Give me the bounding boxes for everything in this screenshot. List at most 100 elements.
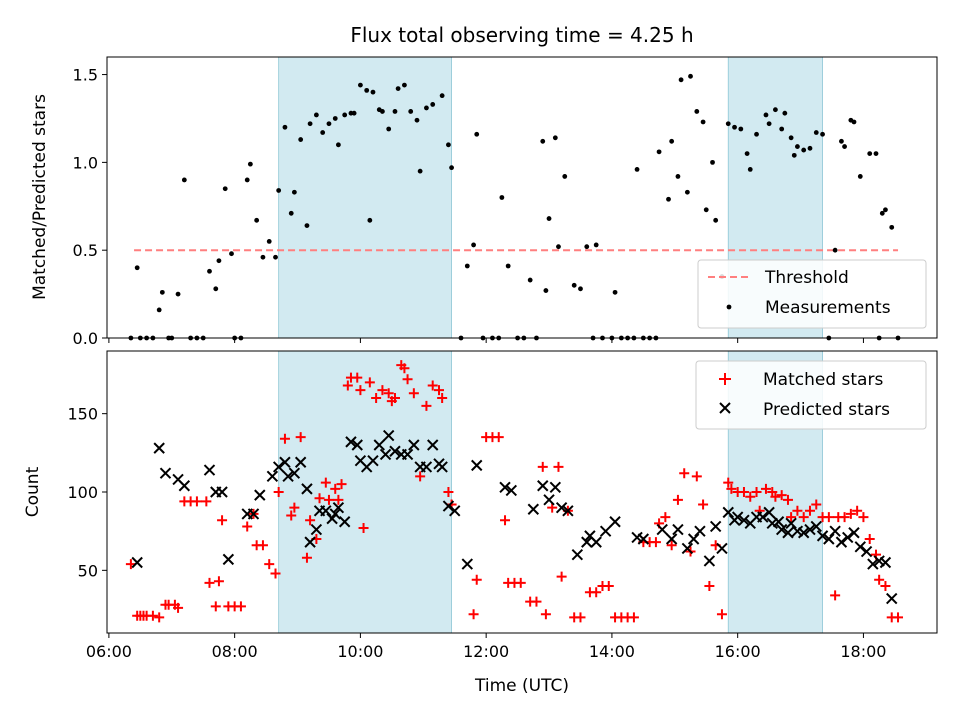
matched-star-point (880, 581, 891, 591)
measurement-point (857, 174, 863, 179)
predicted-star-point (351, 439, 363, 451)
measurement-point (744, 151, 750, 156)
measurement-point (304, 223, 310, 229)
measurement-point (889, 224, 895, 230)
measurement-point (307, 121, 313, 127)
matched-star-point (798, 512, 809, 523)
measurement-point (842, 144, 847, 149)
matched-star-point (500, 515, 511, 526)
matched-star-point (839, 512, 850, 523)
matched-star-point (553, 461, 564, 472)
predicted-star-point (401, 448, 414, 461)
measurement-point (408, 109, 414, 114)
measurement-point (474, 131, 480, 137)
predicted-star-point (159, 467, 172, 479)
measurement-point (593, 242, 599, 248)
predicted-star-point (810, 520, 822, 533)
measurement-point (540, 138, 546, 144)
measurement-point (266, 239, 272, 244)
matched-star-point (154, 612, 165, 623)
predicted-star-point (131, 556, 143, 569)
predicted-star-point (216, 486, 228, 498)
bottom-panel: 50 100 150 06:00 08:00 10:00 12:00 14:00 16:00 1… (23, 350, 938, 696)
predicted-star-point (772, 516, 785, 528)
predicted-star-point (436, 461, 448, 473)
measurement-point (449, 165, 454, 171)
predicted-star-point (829, 525, 841, 537)
matched-star-point (782, 494, 793, 505)
predicted-star-point (842, 531, 854, 544)
matched-star-point (830, 590, 841, 601)
measurement-point (710, 159, 715, 165)
measurement-point (335, 142, 341, 148)
top-chart-title: Flux total observing time = 4.25 h (350, 23, 693, 47)
predicted-star-point (527, 503, 540, 515)
predicted-star-point (294, 456, 307, 468)
measurement-point (584, 244, 590, 250)
matched-star-point (716, 609, 727, 620)
matched-star-point (745, 491, 756, 502)
predicted-star-point (722, 506, 734, 519)
predicted-star-point (738, 514, 750, 526)
predicted-star-point (797, 527, 810, 539)
measurement-point (820, 131, 825, 137)
measurement-point (402, 82, 407, 88)
predicted-star-point (373, 439, 385, 451)
matched-star-point (672, 494, 683, 505)
measurement-point (222, 186, 228, 192)
measurement-point (851, 119, 857, 125)
measurement-point (134, 265, 140, 271)
predicted-star-point (382, 429, 395, 442)
legend-threshold-label: Threshold (764, 268, 849, 288)
matched-star-point (264, 559, 275, 570)
measurement-point (216, 258, 222, 264)
measurement-point (175, 291, 181, 297)
matched-star-point (415, 471, 426, 482)
measurement-point (364, 87, 370, 93)
x-axis-label: Time (UTC) (474, 676, 569, 696)
measurement-point (288, 210, 294, 216)
matched-star-point (864, 534, 875, 544)
top-x-ticks (108, 338, 864, 343)
shaded-interval-0 (278, 350, 452, 634)
bottom-x-ticks: 06:00 08:00 10:00 12:00 14:00 16:00 18:00 (86, 633, 886, 661)
predicted-star-point (505, 484, 518, 497)
measurement-point (747, 167, 753, 172)
measurement-point (879, 210, 885, 216)
matched-star-point (591, 587, 602, 598)
measurement-point (713, 217, 719, 223)
matched-star-point (408, 388, 419, 399)
matched-star-point (698, 499, 709, 510)
measurement-point (446, 142, 451, 148)
matched-star-point (352, 372, 363, 383)
measurement-point (414, 117, 420, 123)
top-legend-box (697, 259, 927, 329)
measurement-point (634, 167, 640, 172)
predicted-star-point (854, 541, 866, 553)
measurement-point (392, 109, 398, 114)
matched-star-point (468, 609, 479, 620)
measurement-point (332, 116, 338, 121)
measurement-point (656, 149, 662, 155)
predicted-star-point (665, 533, 678, 545)
measurement-point (367, 217, 373, 223)
matched-star-point (305, 515, 316, 526)
matched-star-point (751, 487, 762, 497)
measurement-point (439, 93, 445, 99)
predicted-star-point (338, 516, 351, 528)
measurement-point (578, 286, 583, 292)
bottom-ytick-label: 150 (67, 405, 98, 424)
predicted-star-point (716, 542, 728, 555)
legend-measurements-swatch (726, 304, 732, 310)
measurement-point (552, 135, 558, 141)
measurement-point (732, 124, 737, 130)
matched-star-point (270, 568, 281, 579)
predicted-star-point (442, 500, 455, 512)
predicted-star-point (867, 558, 879, 570)
matched-star-point (427, 380, 438, 391)
matched-star-point (286, 510, 297, 521)
predicted-star-point (656, 523, 668, 536)
predicted-star-point (499, 481, 511, 494)
predicted-star-point (731, 511, 744, 523)
